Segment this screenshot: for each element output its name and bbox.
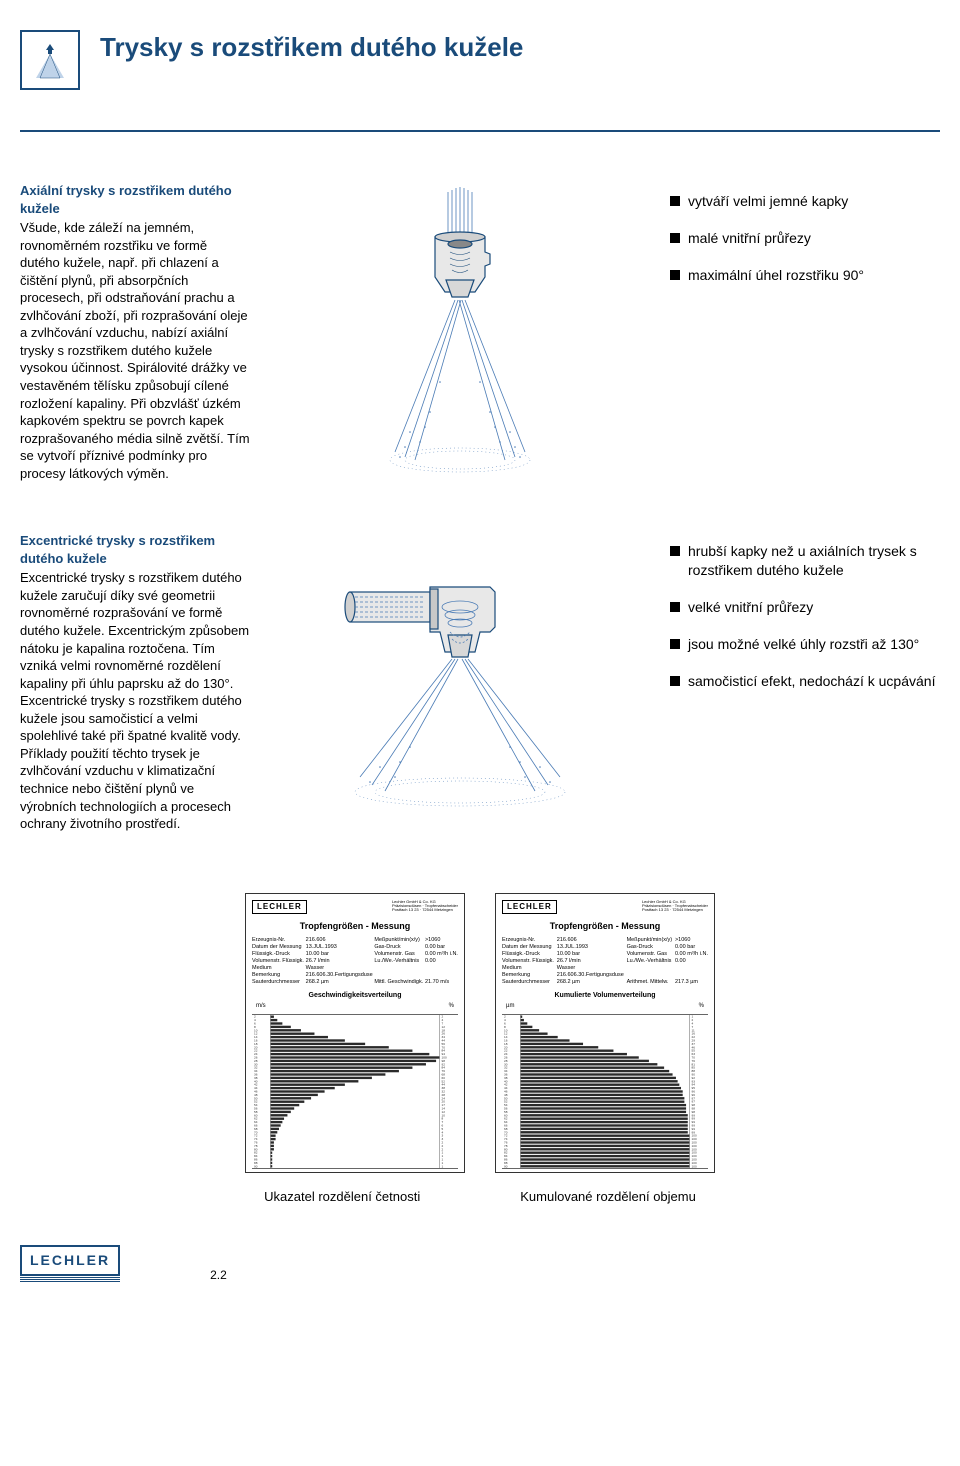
section1-diagram xyxy=(270,182,650,482)
svg-text:90: 90 xyxy=(504,1164,508,1168)
chart-left-subtitle: Geschwindigkeitsverteilung xyxy=(252,991,458,1000)
chart-right-subtitle: Kumulierte Volumenverteilung xyxy=(502,991,708,1000)
section2-body: Excentrické trysky s rozstřikem dutého k… xyxy=(20,569,250,832)
section2-diagram xyxy=(270,532,650,832)
axial-nozzle-diagram xyxy=(350,182,570,482)
bullet-item: jsou možné velké úhly rozstři až 130° xyxy=(670,635,940,654)
chart-captions: Ukazatel rozdělení četnosti Kumulované r… xyxy=(20,1188,940,1206)
page-header: Trysky s rozstřikem dutého kužele xyxy=(20,30,940,132)
section1-bullets: vytváří velmi jemné kapky malé vnitřní p… xyxy=(670,192,940,285)
section-eccentric: Excentrické trysky s rozstřikem dutého k… xyxy=(20,532,940,832)
section-axial: Axiální trysky s rozstřikem dutého kužel… xyxy=(20,182,940,482)
header-nozzle-icon xyxy=(20,30,80,90)
chart-right-wrapper: LECHLER Lechler GmbH & Co. KGPräzisionsd… xyxy=(495,893,715,1173)
chart-brand-logo: LECHLER xyxy=(502,900,557,915)
section1-bullets-col: vytváří velmi jemné kapky malé vnitřní p… xyxy=(650,182,940,482)
section1-heading: Axiální trysky s rozstřikem dutého kužel… xyxy=(20,182,250,217)
bullet-item: hrubší kapky než u axiálních trysek s ro… xyxy=(670,542,940,580)
section2-bullets: hrubší kapky než u axiálních trysek s ro… xyxy=(670,542,940,690)
section2-heading: Excentrické trysky s rozstřikem dutého k… xyxy=(20,532,250,567)
svg-text:100: 100 xyxy=(692,1164,697,1168)
bullet-item: maximální úhel rozstřiku 90° xyxy=(670,266,940,285)
chart-left-wrapper: LECHLER Lechler GmbH & Co. KGPräzisionsd… xyxy=(245,893,465,1173)
chart-address: Lechler GmbH & Co. KGPräzisionsdüsen · T… xyxy=(392,900,458,913)
section2-bullets-col: hrubší kapky než u axiálních trysek s ro… xyxy=(650,532,940,832)
eccentric-nozzle-diagram xyxy=(330,547,590,817)
chart-right: LECHLER Lechler GmbH & Co. KGPräzisionsd… xyxy=(495,893,715,1173)
chart-left-caption: Ukazatel rozdělení četnosti xyxy=(264,1188,420,1206)
chart-right-area: 2142648710111216142216291837204622552463… xyxy=(502,1014,708,1169)
bullet-item: samočisticí efekt, nedochází k ucpávání xyxy=(670,672,940,691)
chart-address: Lechler GmbH & Co. KGPräzisionsdüsen · T… xyxy=(642,900,708,913)
svg-text:90: 90 xyxy=(254,1164,258,1168)
charts-row: LECHLER Lechler GmbH & Co. KGPräzisionsd… xyxy=(20,893,940,1173)
chart-left-meta: Erzeugnis-Nr. Datum der Messung Flüssigk… xyxy=(252,937,458,987)
chart-right-caption: Kumulované rozdělení objemu xyxy=(520,1188,696,1206)
chart-left: LECHLER Lechler GmbH & Co. KGPräzisionsd… xyxy=(245,893,465,1173)
svg-text:1: 1 xyxy=(442,1164,444,1168)
chart-brand-logo: LECHLER xyxy=(252,900,307,915)
chart-left-title: Tropfengrößen - Messung xyxy=(252,920,458,932)
section1-text-col: Axiální trysky s rozstřikem dutého kužel… xyxy=(20,182,270,482)
chart-right-title: Tropfengrößen - Messung xyxy=(502,920,708,932)
bullet-item: vytváří velmi jemné kapky xyxy=(670,192,940,211)
footer-brand-logo: LECHLER xyxy=(20,1245,120,1283)
page-title: Trysky s rozstřikem dutého kužele xyxy=(100,30,523,65)
bullet-item: malé vnitřní průřezy xyxy=(670,229,940,248)
page-number: 2.2 xyxy=(210,1267,227,1283)
chart-left-area: 2244678121018122614341644185620702284249… xyxy=(252,1014,458,1169)
section2-text-col: Excentrické trysky s rozstřikem dutého k… xyxy=(20,532,270,832)
section1-body: Všude, kde záleží na jemném, rovnoměrném… xyxy=(20,219,250,482)
bullet-item: velké vnitřní průřezy xyxy=(670,598,940,617)
chart-right-meta: Erzeugnis-Nr. Datum der Messung Flüssigk… xyxy=(502,937,708,987)
